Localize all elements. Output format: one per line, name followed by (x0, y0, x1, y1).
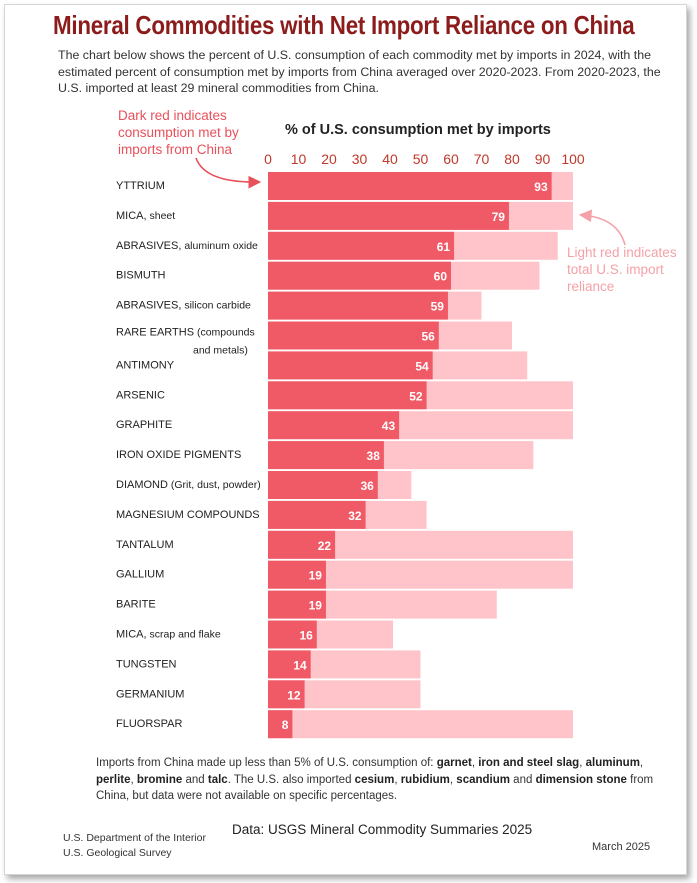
china-import-bar (268, 560, 326, 589)
china-import-bar (268, 680, 305, 709)
category-label: GALLIUM (116, 569, 164, 581)
light-annotation-arrow (578, 209, 626, 246)
china-import-bar (268, 441, 384, 470)
category-label: ARSENIC (116, 389, 165, 401)
category-label: MAGNESIUM COMPOUNDS (116, 509, 260, 521)
china-value-label: 59 (431, 300, 445, 314)
category-label: ABRASIVES, silicon carbide (116, 300, 251, 312)
china-value-label: 12 (287, 688, 301, 702)
china-import-bar (268, 291, 448, 320)
agency-credit: U.S. Department of the Interior U.S. Geo… (63, 831, 206, 861)
x-tick-label: 0 (264, 151, 272, 167)
category-label: TANTALUM (116, 539, 174, 551)
x-tick-label: 60 (443, 151, 459, 167)
category-label-line2: and metals) (193, 345, 248, 357)
china-import-bar (268, 471, 378, 499)
china-value-label: 56 (421, 330, 435, 344)
china-import-bar (268, 381, 427, 410)
agency-line-1: U.S. Department of the Interior (63, 832, 206, 844)
category-label: FLUORSPAR (116, 718, 182, 730)
x-tick-label: 40 (382, 151, 398, 167)
china-value-label: 36 (360, 479, 374, 493)
category-label: ABRASIVES, aluminum oxide (116, 240, 258, 252)
china-import-bar (268, 411, 400, 440)
china-import-bar (268, 261, 451, 290)
china-import-bar (268, 231, 455, 260)
china-value-label: 79 (492, 210, 506, 224)
category-label: ANTIMONY (116, 359, 175, 371)
category-label: BISMUTH (116, 270, 166, 282)
x-tick-label: 50 (413, 151, 429, 167)
china-value-label: 38 (367, 449, 381, 463)
china-import-bar (268, 351, 433, 380)
chart-title: Mineral Commodities with Net Import Reli… (53, 10, 635, 40)
china-value-label: 14 (293, 658, 307, 672)
category-label: MICA, sheet (116, 210, 175, 222)
china-value-label: 60 (434, 270, 448, 284)
x-axis-title: % of U.S. consumption met by imports (285, 122, 551, 138)
china-value-label: 32 (348, 509, 362, 523)
category-label: YTTRIUM (116, 180, 165, 192)
dark-annotation-arrow (195, 157, 262, 189)
china-value-label: 19 (309, 599, 323, 613)
light-red-annotation: Light red indicates total U.S. import re… (567, 245, 677, 294)
agency-line-2: U.S. Geological Survey (63, 847, 172, 859)
china-value-label: 61 (437, 240, 451, 254)
total-import-bar (268, 710, 573, 739)
chart-subtitle: The chart below shows the percent of U.S… (58, 48, 661, 95)
category-label: DIAMOND (Grit, dust, powder) (116, 479, 261, 491)
china-import-bar (268, 650, 311, 679)
category-label: RARE EARTHS (compounds (116, 327, 255, 339)
china-value-label: 22 (318, 539, 332, 553)
china-import-bar (268, 500, 366, 529)
x-tick-label: 30 (352, 151, 368, 167)
category-label: IRON OXIDE PIGMENTS (116, 449, 241, 461)
x-tick-label: 80 (504, 151, 520, 167)
china-import-bar (268, 201, 509, 230)
dark-red-annotation: Dark red indicates consumption met by im… (118, 108, 239, 157)
category-label: TUNGSTEN (116, 658, 177, 670)
china-value-label: 8 (282, 718, 289, 732)
china-value-label: 16 (299, 629, 313, 643)
x-tick-label: 70 (474, 151, 490, 167)
category-label: MICA, scrap and flake (116, 629, 221, 641)
china-import-bar (268, 590, 326, 619)
china-import-bar (268, 530, 336, 559)
china-import-bar (268, 710, 293, 739)
x-tick-label: 10 (291, 151, 307, 167)
footnote: Imports from China made up less than 5% … (96, 757, 654, 802)
x-tick-label: 100 (561, 151, 585, 167)
china-import-bar (268, 620, 317, 649)
china-value-label: 19 (309, 569, 323, 583)
china-import-bar (268, 321, 439, 350)
publication-date: March 2025 (592, 841, 651, 853)
china-import-bar (268, 172, 552, 200)
category-label: GRAPHITE (116, 419, 172, 431)
category-label: GERMANIUM (116, 688, 184, 700)
china-value-label: 54 (415, 359, 429, 373)
china-value-label: 43 (382, 419, 396, 433)
x-tick-label: 20 (321, 151, 337, 167)
category-label: BARITE (116, 599, 156, 611)
china-value-label: 52 (409, 389, 423, 403)
x-tick-label: 90 (535, 151, 551, 167)
data-source: Data: USGS Mineral Commodity Summaries 2… (232, 822, 533, 837)
china-value-label: 93 (534, 180, 548, 194)
